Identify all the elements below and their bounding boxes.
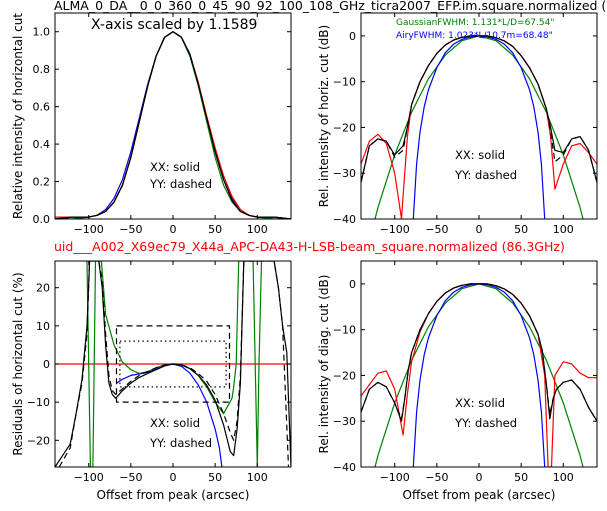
- y-axis-label: Relative intensity of horizontal cut: [11, 13, 25, 219]
- x-tick-label: 100: [247, 471, 268, 484]
- y-tick-label: 0.0: [33, 213, 51, 226]
- y-tick-label: −30: [333, 167, 356, 180]
- x-tick-label: −100: [380, 223, 410, 236]
- x-tick-label: −50: [425, 471, 448, 484]
- x-tick-label: 0: [170, 471, 177, 484]
- x-tick-label: 100: [247, 223, 268, 236]
- series-black-solid-3: [361, 35, 597, 183]
- x-tick-label: 50: [208, 223, 222, 236]
- y-tick-label: 0: [43, 358, 50, 371]
- y-tick-label: 1.0: [33, 26, 51, 39]
- series-blue-solid-1: [412, 35, 546, 219]
- series-black-solid-3: [361, 283, 597, 422]
- x-tick-label: −100: [380, 471, 410, 484]
- legend-xx: XX: solid: [455, 148, 505, 162]
- legend-yy: YY: dashed: [149, 436, 212, 450]
- scale-note: X-axis scaled by 1.1589: [91, 17, 257, 33]
- y-tick-label: −40: [333, 213, 356, 226]
- x-tick-label: 50: [208, 471, 222, 484]
- legend-xx: XX: solid: [455, 396, 505, 410]
- mid-title: uid___A002_X69ec79_X44a_APC-DA43-H-LSB-b…: [54, 239, 565, 254]
- series-black-dashed-5: [115, 325, 231, 403]
- top-title: ALMA_0_DA__0_0_360_0_45_90_92_100_108_GH…: [54, 0, 606, 13]
- series-blue-solid-1: [412, 283, 546, 467]
- x-tick-label: 50: [514, 471, 528, 484]
- y-tick-label: −10: [27, 396, 50, 409]
- legend-xx: XX: solid: [150, 160, 200, 174]
- y-tick-label: 0: [349, 278, 356, 291]
- y-axis-label: Residuals of horizontal cut (%): [11, 272, 25, 455]
- series-black-dashed-4: [55, 31, 291, 219]
- series-black-dashed-4: [361, 283, 597, 422]
- y-tick-label: 0.8: [33, 63, 51, 76]
- y-tick-label: 20: [36, 282, 50, 295]
- y-tick-label: 0.4: [33, 138, 51, 151]
- x-tick-label: 0: [476, 471, 483, 484]
- y-tick-label: 10: [36, 320, 50, 333]
- x-tick-label: 50: [514, 223, 528, 236]
- y-axis-label: Rel. intensity of diag. cut (dB): [317, 275, 331, 454]
- x-axis-label: Offset from peak (arcsec): [403, 488, 556, 502]
- x-tick-label: 0: [170, 223, 177, 236]
- legend-yy: YY: dashed: [454, 168, 517, 182]
- legend-yy: YY: dashed: [454, 416, 517, 430]
- legend-xx: XX: solid: [150, 416, 200, 430]
- y-tick-label: 0.6: [33, 101, 51, 114]
- x-tick-label: 100: [553, 223, 574, 236]
- y-tick-label: 0.2: [33, 176, 51, 189]
- y-tick-label: −20: [333, 121, 356, 134]
- y-tick-label: −20: [27, 434, 50, 447]
- y-axis-label: Rel. intensity of horiz. cut (dB): [317, 25, 331, 207]
- y-tick-label: −30: [333, 415, 356, 428]
- series-red-solid-2: [361, 283, 597, 467]
- x-axis-label: Offset from peak (arcsec): [97, 488, 250, 502]
- y-tick-label: −20: [333, 369, 356, 382]
- x-tick-label: −50: [425, 223, 448, 236]
- annotation-blue: AiryFWHM: 1.023*L/10.7m=68.48": [396, 31, 553, 41]
- y-tick-label: 0: [349, 30, 356, 43]
- y-tick-label: −10: [333, 76, 356, 89]
- x-tick-label: −100: [74, 223, 104, 236]
- panel-top-left: −100 −50 0 50 100 0.0 0.2 0.4 0.6 0.8 1.0 Relative …: [11, 12, 292, 236]
- annotation-green: GaussianFWHM: 1.131*L/D=67.54": [396, 18, 554, 28]
- y-tick-label: −40: [333, 461, 356, 474]
- x-tick-label: 0: [476, 223, 483, 236]
- x-tick-label: −100: [74, 471, 104, 484]
- series-red-solid-2: [361, 35, 597, 219]
- x-tick-label: 100: [553, 471, 574, 484]
- x-tick-label: −50: [119, 471, 142, 484]
- legend-yy: YY: dashed: [149, 177, 212, 191]
- x-tick-label: −50: [119, 223, 142, 236]
- y-tick-label: −10: [333, 324, 356, 337]
